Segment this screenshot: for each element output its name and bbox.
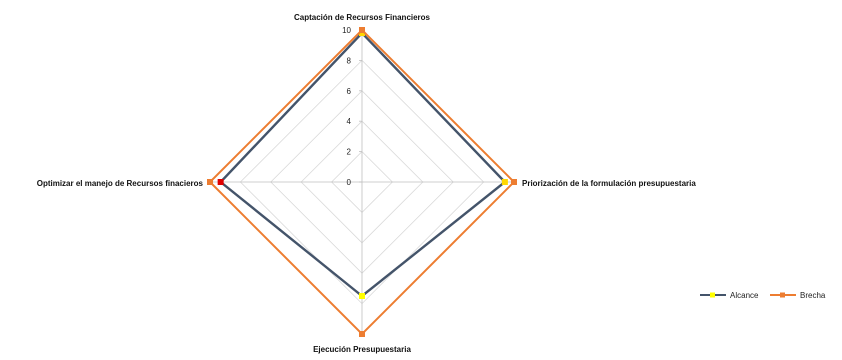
data-point (502, 179, 508, 185)
tick-label: 6 (347, 87, 352, 96)
category-label: Ejecución Presupuestaria (313, 345, 411, 354)
tick-label: 0 (347, 178, 352, 187)
tick-label: 10 (342, 26, 351, 35)
data-point (511, 179, 517, 185)
series-alcance (218, 30, 508, 299)
data-point (359, 331, 365, 337)
data-point (207, 179, 213, 185)
data-point (359, 27, 365, 33)
category-label: Captación de Recursos Financieros (294, 13, 431, 22)
series-line (221, 33, 505, 296)
legend: Alcance Brecha (700, 291, 826, 300)
legend-label: Brecha (800, 291, 826, 300)
data-point (359, 293, 365, 299)
category-label: Optimizar el manejo de Recursos finacier… (37, 179, 204, 188)
legend-label: Alcance (730, 291, 759, 300)
legend-marker (780, 293, 785, 298)
legend-marker (710, 293, 715, 298)
tick-label: 8 (347, 56, 352, 65)
category-label: Priorización de la formulación presupues… (522, 179, 696, 188)
tick-label: 4 (347, 117, 352, 126)
data-point (218, 179, 224, 185)
category-labels: Captación de Recursos Financieros Prioriz… (37, 13, 697, 354)
tick-label: 2 (347, 148, 352, 157)
